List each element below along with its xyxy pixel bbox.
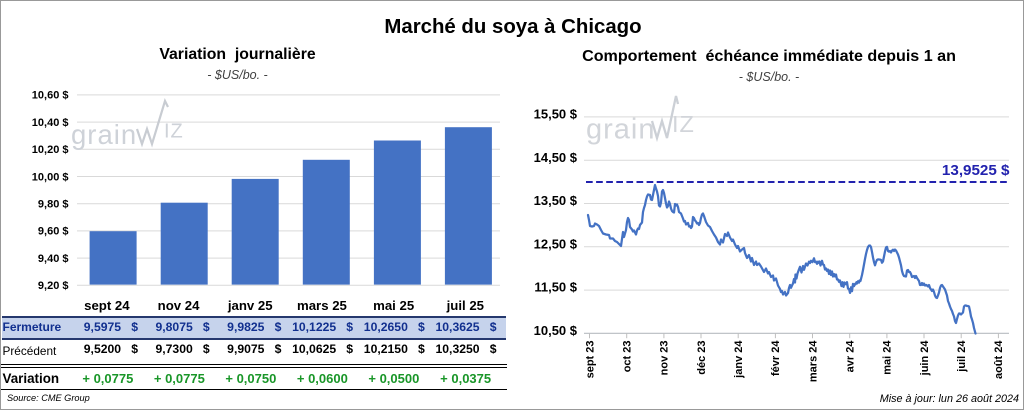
svg-text:14,50 $: 14,50 $ — [534, 150, 578, 165]
svg-text:juil 24: juil 24 — [956, 340, 968, 373]
svg-text:9,60 $: 9,60 $ — [38, 226, 69, 238]
svg-text:10,40 $: 10,40 $ — [32, 117, 69, 129]
svg-text:10,50 $: 10,50 $ — [534, 323, 578, 338]
svg-text:févr 24: févr 24 — [770, 340, 782, 376]
svg-text:15,50 $: 15,50 $ — [534, 107, 578, 122]
svg-text:13,50 $: 13,50 $ — [534, 193, 578, 208]
svg-text:9,80 $: 9,80 $ — [38, 199, 69, 211]
svg-text:janv 24: janv 24 — [733, 340, 745, 379]
svg-text:10,20 $: 10,20 $ — [32, 144, 69, 156]
svg-text:juin 24: juin 24 — [919, 340, 931, 377]
svg-text:9,20 $: 9,20 $ — [38, 280, 69, 292]
svg-text:IZ: IZ — [164, 121, 184, 143]
svg-text:grain: grain — [586, 114, 656, 146]
svg-text:13,9525 $: 13,9525 $ — [942, 162, 1010, 179]
svg-text:12,50 $: 12,50 $ — [534, 236, 578, 251]
svg-text:déc 23: déc 23 — [696, 341, 708, 375]
svg-text:10,00 $: 10,00 $ — [32, 171, 69, 183]
svg-text:avr 24: avr 24 — [845, 340, 857, 373]
svg-text:sept 23: sept 23 — [584, 341, 596, 379]
svg-text:10,60 $: 10,60 $ — [32, 90, 69, 102]
svg-text:nov 23: nov 23 — [659, 341, 671, 376]
svg-text:oct 23: oct 23 — [622, 341, 634, 373]
svg-text:grain: grain — [71, 119, 137, 150]
svg-text:mai 24: mai 24 — [882, 340, 894, 375]
svg-text:9,40 $: 9,40 $ — [38, 253, 69, 265]
svg-text:11,50 $: 11,50 $ — [534, 280, 577, 295]
svg-text:mars 24: mars 24 — [807, 340, 819, 382]
svg-text:IZ: IZ — [672, 111, 695, 137]
svg-text:août 24: août 24 — [993, 340, 1005, 379]
